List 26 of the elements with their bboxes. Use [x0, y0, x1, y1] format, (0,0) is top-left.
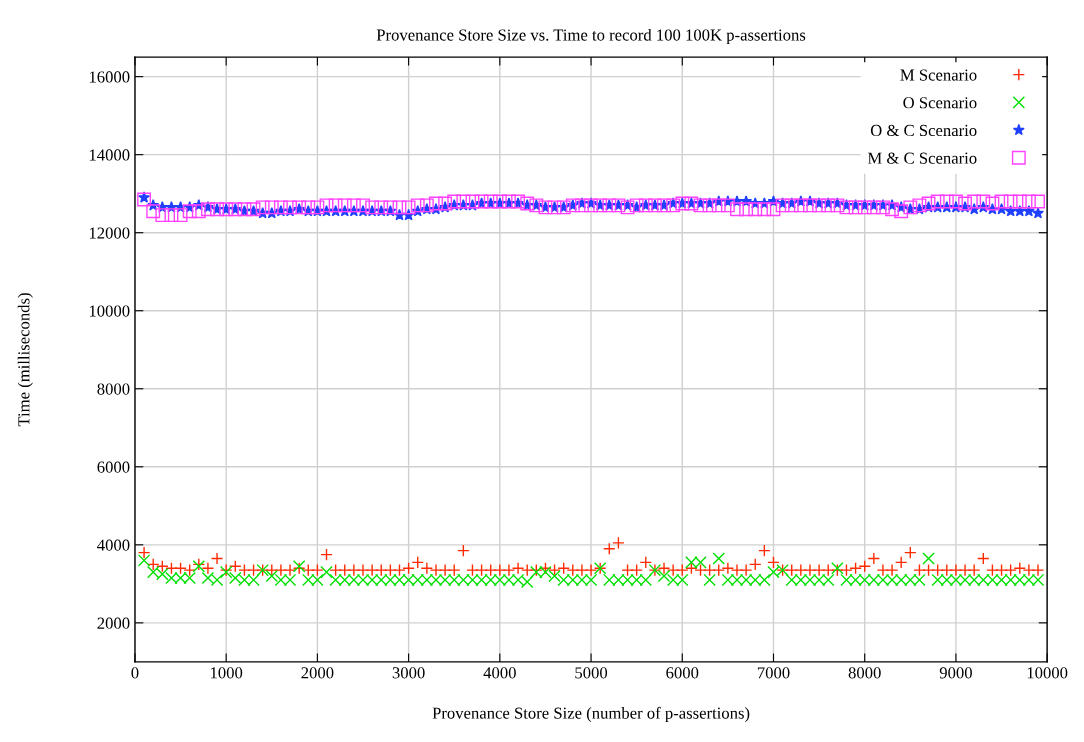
x-tick-label: 5000	[575, 667, 608, 679]
legend-label: O & C Scenario	[870, 124, 977, 137]
x-tick-label: 10000	[1027, 667, 1068, 679]
x-tick-label: 8000	[848, 667, 881, 679]
x-tick-label: 2000	[301, 667, 334, 679]
y-tick-label: 10000	[89, 305, 130, 317]
y-tick-label: 4000	[97, 539, 130, 551]
legend-label: O Scenario	[903, 97, 977, 109]
y-tick-label: 8000	[97, 383, 130, 395]
x-tick-label: 9000	[939, 667, 972, 679]
y-tick-label: 12000	[89, 227, 130, 239]
x-tick-label: 6000	[666, 667, 699, 679]
y-axis-title: Time (milliseconds)	[17, 293, 33, 427]
x-tick-label: 3000	[392, 667, 425, 679]
x-tick-label: 1000	[210, 667, 243, 679]
x-axis-title: Provenance Store Size (number of p-assertions)	[432, 706, 750, 723]
legend-label: M Scenario	[900, 69, 977, 81]
legend-label: M & C Scenario	[867, 152, 977, 164]
y-tick-label: 14000	[89, 149, 130, 161]
y-tick-label: 16000	[89, 71, 130, 83]
x-tick-label: 4000	[483, 667, 516, 679]
y-tick-label: 6000	[97, 461, 130, 473]
chart-title: Provenance Store Size vs. Time to record 100 100K p-assertions	[376, 28, 806, 45]
x-tick-label: 0	[131, 667, 139, 679]
x-tick-label: 7000	[757, 667, 790, 679]
y-tick-label: 2000	[97, 617, 130, 629]
